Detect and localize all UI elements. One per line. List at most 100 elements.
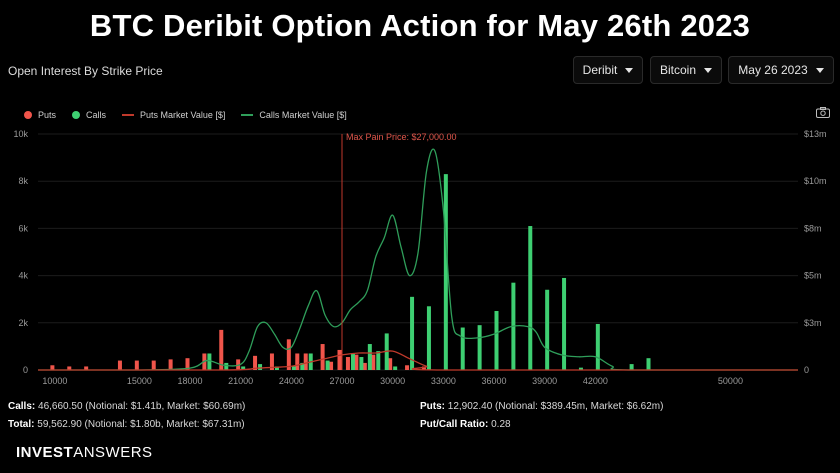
y-right-tick-label: $10m	[804, 176, 827, 186]
total-summary-value: 59,562.90 (Notional: $1.80b, Market: $67…	[37, 419, 245, 430]
put-bar	[405, 365, 410, 370]
put-bar	[84, 366, 89, 370]
brand-logo-part2: ANSWERS	[73, 444, 153, 461]
legend-item-puts-market-value[interactable]: Puts Market Value [$]	[122, 110, 225, 120]
call-bar	[376, 351, 381, 370]
call-bar	[646, 358, 651, 370]
put-bar	[329, 361, 334, 370]
call-bar	[595, 323, 600, 370]
call-bar	[291, 366, 296, 370]
banner-title: BTC Deribit Option Action for May 26th 2…	[89, 8, 751, 43]
put-bar	[303, 353, 308, 370]
call-bar	[460, 327, 465, 370]
chart-legend: Puts Calls Puts Market Value [$] Calls M…	[24, 108, 347, 122]
put-bar	[50, 365, 55, 370]
chevron-down-icon	[815, 67, 824, 73]
calls-summary: Calls: 46,660.50 (Notional: $1.41b, Mark…	[8, 401, 245, 412]
y-left-tick-label: 8k	[18, 176, 28, 186]
y-right-tick-label: $13m	[804, 129, 827, 139]
y-right-tick-label: $8m	[804, 223, 822, 233]
call-bar	[578, 367, 583, 370]
y-left-tick-label: 0	[23, 365, 28, 375]
x-tick-label: 33000	[431, 376, 456, 386]
x-tick-label: 30000	[380, 376, 405, 386]
panel-title: Open Interest By Strike Price	[8, 64, 163, 78]
exchange-dropdown-label: Deribit	[582, 63, 618, 77]
calls-summary-value: 46,660.50 (Notional: $1.41b, Market: $60…	[38, 401, 246, 412]
call-bar	[494, 311, 499, 370]
put-bar	[421, 366, 426, 370]
total-summary-label: Total:	[8, 419, 35, 430]
legend-item-puts[interactable]: Puts	[24, 110, 56, 120]
put-bar	[371, 354, 376, 370]
exchange-dropdown[interactable]: Deribit	[573, 56, 643, 84]
call-bar	[350, 353, 355, 370]
x-tick-label: 39000	[532, 376, 557, 386]
x-tick-label: 21000	[228, 376, 253, 386]
y-left-tick-label: 4k	[18, 271, 28, 281]
put-bar	[134, 360, 139, 370]
call-bar	[300, 362, 305, 370]
y-left-tick-label: 2k	[18, 318, 28, 328]
call-bar	[241, 366, 246, 370]
call-bar	[426, 306, 431, 370]
put-call-ratio-value: 0.28	[491, 419, 511, 430]
call-bar	[410, 296, 415, 370]
call-bar	[545, 289, 550, 370]
call-bar	[443, 174, 448, 370]
call-bar	[274, 366, 279, 370]
x-tick-label: 36000	[481, 376, 506, 386]
legend-item-calls[interactable]: Calls	[72, 110, 106, 120]
call-bar	[207, 353, 212, 370]
put-call-ratio-label: Put/Call Ratio:	[420, 419, 489, 430]
x-tick-label: 18000	[177, 376, 202, 386]
put-bar	[117, 360, 122, 370]
y-right-tick-label: $3m	[804, 318, 822, 328]
open-interest-chart: 0 2k 4k 6k 8k 10k 0 $3m $5m $8m $10m $13m Max Pain…	[13, 129, 827, 386]
call-bar	[393, 366, 398, 370]
put-bar	[269, 353, 274, 370]
legend-label-calls: Calls	[86, 110, 107, 120]
puts-market-value-line	[38, 350, 798, 371]
y-left-tick-label: 6k	[18, 223, 28, 233]
put-bar	[253, 355, 258, 370]
brand-logo-part1: INVEST	[16, 444, 74, 461]
call-bar	[629, 364, 634, 370]
puts-line-icon	[122, 114, 135, 116]
put-bar	[67, 366, 72, 370]
x-tick-label: 15000	[127, 376, 152, 386]
puts-summary: Puts: 12,902.40 (Notional: $389.45m, Mar…	[420, 401, 663, 412]
call-bar	[562, 277, 567, 370]
x-tick-label: 50000	[718, 376, 743, 386]
put-bar	[337, 349, 342, 370]
x-tick-label: 27000	[329, 376, 354, 386]
legend-label-calls-market-value: Calls Market Value [$]	[259, 110, 347, 120]
camera-icon[interactable]	[816, 107, 830, 118]
expiry-dropdown[interactable]: May 26 2023	[728, 56, 834, 84]
expiry-dropdown-label: May 26 2023	[738, 63, 808, 77]
x-tick-label: 42000	[583, 376, 608, 386]
chevron-down-icon	[625, 67, 634, 73]
call-bar	[359, 357, 364, 370]
chevron-down-icon	[704, 67, 713, 73]
max-pain-label: Max Pain Price: $27,000.00	[346, 132, 457, 142]
puts-dot-icon	[24, 111, 32, 119]
x-tick-label: 24000	[279, 376, 304, 386]
call-bar	[325, 360, 330, 370]
put-bar	[185, 358, 190, 370]
calls-market-value-line	[38, 148, 798, 371]
put-bar	[388, 358, 393, 370]
y-right-tick-label: 0	[804, 365, 809, 375]
calls-summary-label: Calls:	[8, 401, 36, 412]
put-bar	[295, 353, 300, 370]
legend-item-calls-market-value[interactable]: Calls Market Value [$]	[241, 110, 347, 120]
total-summary: Total: 59,562.90 (Notional: $1.80b, Mark…	[8, 419, 245, 430]
call-bar	[367, 344, 372, 370]
asset-dropdown-label: Bitcoin	[659, 63, 697, 77]
asset-dropdown[interactable]: Bitcoin	[650, 56, 722, 84]
put-bar	[320, 344, 325, 370]
legend-label-puts-market-value: Puts Market Value [$]	[140, 110, 226, 120]
puts-summary-label: Puts:	[420, 401, 445, 412]
calls-line-icon	[241, 114, 254, 116]
x-tick-label: 10000	[42, 376, 67, 386]
